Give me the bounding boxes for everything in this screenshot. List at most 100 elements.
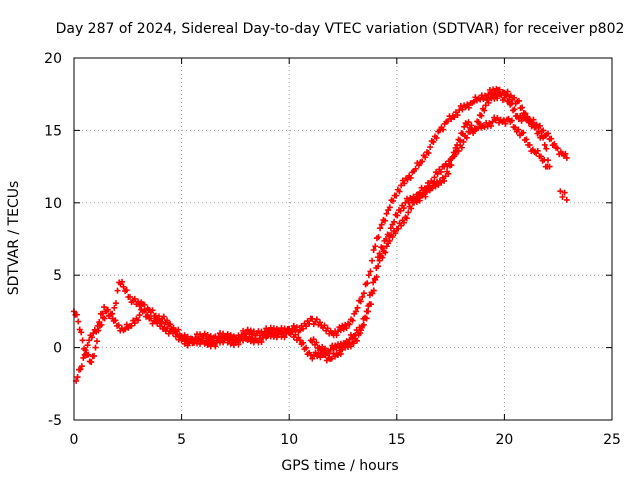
data-point	[180, 336, 187, 343]
data-point	[224, 339, 231, 346]
data-point	[459, 106, 466, 113]
y-tick-label: -5	[48, 413, 62, 429]
series-sdtvar-track-3	[307, 91, 553, 357]
data-point	[112, 317, 119, 324]
data-point	[437, 168, 444, 175]
x-tick-label: 20	[495, 432, 513, 448]
data-point	[534, 147, 541, 154]
data-point	[115, 322, 122, 329]
data-point	[395, 225, 402, 232]
x-tick-label: 5	[177, 432, 186, 448]
data-point	[485, 91, 492, 98]
data-point	[472, 94, 479, 101]
data-point	[303, 344, 310, 351]
data-point	[433, 134, 440, 141]
data-point	[520, 129, 527, 136]
data-point	[184, 333, 191, 340]
data-point	[375, 234, 382, 241]
data-point	[224, 330, 231, 337]
data-point	[367, 268, 374, 275]
data-point	[515, 126, 522, 133]
data-point	[312, 349, 319, 356]
y-tick-label: 20	[44, 51, 62, 67]
data-point	[164, 317, 171, 324]
data-point	[431, 174, 438, 181]
data-point	[357, 327, 364, 334]
data-point	[206, 338, 213, 345]
data-point	[408, 205, 415, 212]
data-point	[403, 215, 410, 222]
y-tick-labels: -5 0 5 10 15 20	[44, 51, 62, 429]
data-point	[415, 162, 422, 169]
data-point	[508, 117, 515, 124]
data-point	[99, 310, 106, 317]
data-point	[337, 350, 344, 357]
data-point	[174, 331, 181, 338]
data-point	[445, 170, 452, 177]
data-point	[339, 344, 346, 351]
data-point	[526, 141, 533, 148]
data-point	[391, 218, 398, 225]
data-point	[537, 153, 544, 160]
data-point	[334, 328, 341, 335]
data-point	[309, 355, 316, 362]
data-point	[84, 342, 91, 349]
data-point	[353, 337, 360, 344]
data-point	[563, 196, 570, 203]
data-point	[201, 340, 208, 347]
data-point	[527, 117, 534, 124]
data-point	[136, 312, 143, 319]
data-point	[141, 307, 148, 314]
data-point	[80, 354, 87, 361]
plot-frame	[73, 57, 613, 421]
data-point	[350, 340, 357, 347]
data-point	[383, 210, 390, 217]
data-point	[91, 352, 98, 359]
data-point	[369, 257, 376, 264]
data-point	[364, 280, 371, 287]
data-point	[381, 217, 388, 224]
data-point	[210, 340, 217, 347]
data-point	[158, 320, 165, 327]
data-point	[383, 236, 390, 242]
data-point	[441, 177, 448, 184]
data-point	[204, 342, 211, 349]
data-point	[300, 325, 307, 332]
data-point	[183, 337, 190, 344]
data-point	[247, 338, 254, 345]
data-point	[227, 340, 234, 347]
y-tick-label: 5	[53, 268, 62, 284]
data-point	[502, 92, 509, 99]
data-point	[551, 140, 558, 147]
data-point	[96, 319, 103, 326]
data-point	[508, 100, 515, 107]
data-point	[377, 225, 384, 232]
data-point	[331, 353, 338, 360]
data-point	[511, 106, 518, 113]
data-point	[376, 257, 383, 264]
data-point	[427, 144, 434, 151]
x-tick-label: 15	[388, 432, 406, 448]
data-point	[161, 324, 168, 331]
data-point	[524, 113, 531, 120]
data-point	[365, 308, 372, 315]
data-point	[235, 341, 242, 348]
data-point	[339, 322, 346, 329]
data-point	[507, 92, 514, 99]
data-point	[78, 329, 85, 336]
data-point	[365, 272, 372, 279]
data-point	[93, 328, 100, 335]
data-point	[109, 310, 116, 317]
data-point	[400, 219, 407, 226]
data-point	[78, 363, 85, 370]
data-point	[88, 334, 95, 341]
data-point	[494, 115, 501, 122]
data-point	[290, 322, 297, 329]
data-point	[546, 163, 553, 170]
data-point	[390, 197, 397, 204]
data-point	[397, 207, 404, 214]
data-point	[93, 338, 100, 345]
data-point	[370, 287, 377, 294]
data-point	[86, 337, 93, 344]
data-point	[144, 312, 151, 319]
